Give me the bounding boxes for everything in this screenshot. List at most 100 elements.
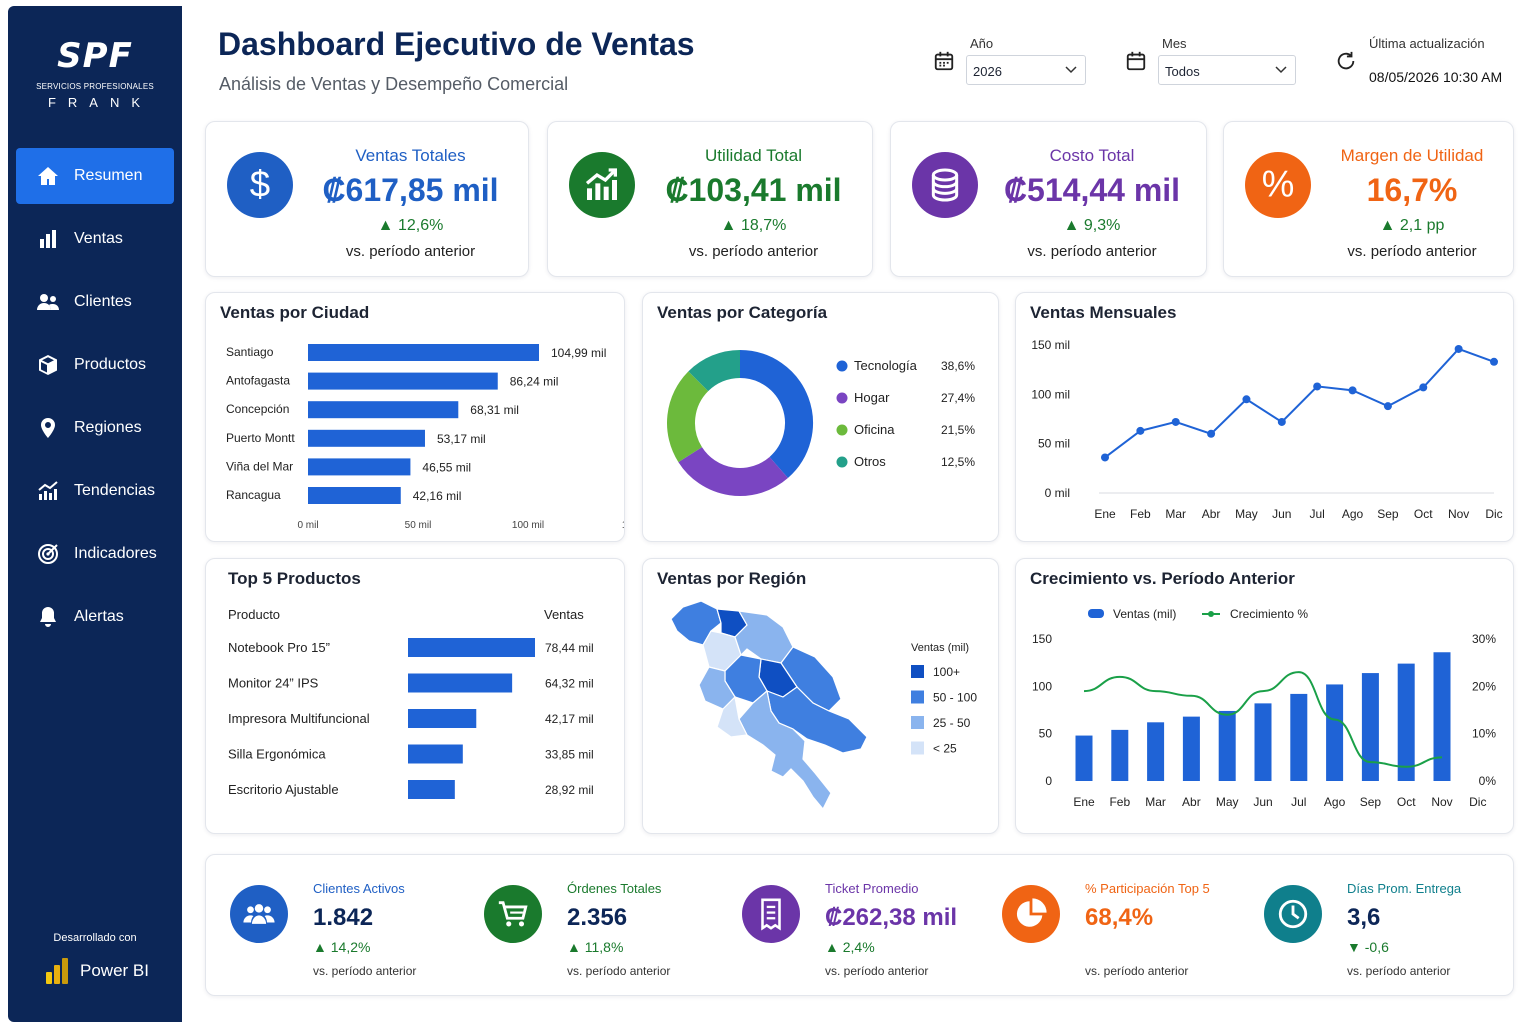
- growth-y2-tick: 20%: [1472, 679, 1496, 693]
- growth-bar[interactable]: [1361, 673, 1379, 781]
- growth-bar[interactable]: [1147, 722, 1165, 781]
- sidebar-item-regiones[interactable]: Regiones: [16, 400, 174, 456]
- kpi-card-2[interactable]: Utilidad Total ₡103,41 mil ▲ 18,7% vs. perí…: [547, 121, 873, 277]
- monthly-point[interactable]: [1242, 395, 1251, 404]
- growth-y-tick: 50: [1039, 727, 1053, 741]
- growth-bar[interactable]: [1290, 693, 1308, 781]
- month-select[interactable]: Todos: [1158, 55, 1296, 85]
- category-legend-value: 21,5%: [941, 423, 975, 437]
- growth-bar[interactable]: [1218, 710, 1236, 781]
- kpi-card-1[interactable]: $ Ventas Totales ₡617,85 mil ▲ 12,6% vs. per…: [205, 121, 529, 277]
- monthly-point[interactable]: [1419, 383, 1428, 392]
- sidebar-item-clientes[interactable]: Clientes: [16, 274, 174, 330]
- kpi-icon-badge: [569, 152, 635, 218]
- city-bar[interactable]: [308, 401, 459, 419]
- product-bar[interactable]: [408, 673, 513, 693]
- bottom-kpi-title: Órdenes Totales: [567, 881, 662, 896]
- monthly-point[interactable]: [1348, 386, 1357, 395]
- brand-logo[interactable]: SPF SERVICIOS PROFESIONALES FRANK: [8, 36, 182, 110]
- product-bar[interactable]: [408, 709, 477, 728]
- region-map: Ventas (mil) 100+ 50 - 100 25 - 50 < 25: [670, 600, 977, 811]
- pie-icon: [1016, 898, 1047, 927]
- monthly-point[interactable]: [1277, 417, 1286, 426]
- growth-x-tick: Mar: [1145, 795, 1166, 809]
- product-value: 78,44 mil: [545, 641, 594, 655]
- region-sales-title: Ventas por Región: [657, 569, 807, 588]
- kpi-card-4[interactable]: % Margen de Utilidad 16,7% ▲ 2,1 pp vs. perí…: [1223, 121, 1514, 277]
- kpi-title: Costo Total: [1049, 146, 1135, 165]
- growth-bar[interactable]: [1111, 729, 1129, 781]
- region-legend-title: Ventas (mil): [911, 642, 969, 654]
- last-update-value: 08/05/2026 10:30 AM: [1369, 69, 1503, 85]
- region-legend-label: 100+: [933, 665, 960, 679]
- kpi-icon-badge: %: [1245, 152, 1311, 218]
- bottom-kpi-icon-badge: [484, 885, 542, 943]
- category-slice-tecnología[interactable]: [739, 350, 813, 479]
- growth-panel: Crecimiento vs. Período Anterior Ventas …: [1015, 558, 1514, 834]
- city-value-label: 53,17 mil: [437, 432, 486, 446]
- product-bar[interactable]: [408, 638, 535, 657]
- growth-bar[interactable]: [1326, 684, 1344, 781]
- monthly-x-tick: Ene: [1094, 507, 1116, 521]
- users-icon: [37, 294, 59, 310]
- sidebar-item-resumen[interactable]: Resumen: [16, 148, 174, 204]
- city-bar[interactable]: [308, 458, 411, 476]
- calendar-icon: [934, 51, 954, 71]
- growth-bar[interactable]: [1397, 663, 1415, 781]
- growth-bar[interactable]: [1254, 703, 1272, 781]
- target-icon: [38, 544, 58, 564]
- monthly-point[interactable]: [1454, 344, 1463, 353]
- kpi-comparison: vs. período anterior: [345, 243, 476, 260]
- monthly-point[interactable]: [1313, 382, 1322, 391]
- category-slice-oficina[interactable]: [667, 371, 709, 463]
- region-area[interactable]: [716, 695, 748, 738]
- city-label: Viña del Mar: [226, 459, 293, 473]
- monthly-y-tick: 150 mil: [1031, 338, 1070, 352]
- sidebar-item-productos[interactable]: Productos: [16, 337, 174, 393]
- refresh-icon[interactable]: [1335, 50, 1357, 72]
- category-slice-hogar[interactable]: [678, 446, 788, 496]
- last-update-label: Última actualización: [1369, 36, 1485, 51]
- receipt-icon: [761, 898, 781, 931]
- growth-x-tick: May: [1216, 795, 1239, 809]
- category-sales-panel: Ventas por Categoría Tecnología 38,6% Hoga…: [642, 292, 999, 542]
- sidebar-item-indicadores[interactable]: Indicadores: [16, 526, 174, 582]
- monthly-sales-title: Ventas Mensuales: [1030, 303, 1177, 322]
- monthly-point[interactable]: [1207, 429, 1216, 438]
- year-select[interactable]: 2026: [966, 55, 1086, 85]
- monthly-point[interactable]: [1490, 357, 1498, 366]
- monthly-point[interactable]: [1101, 453, 1109, 462]
- city-sales-title: Ventas por Ciudad: [220, 303, 370, 322]
- city-bar[interactable]: [308, 487, 401, 504]
- region-legend-swatch: [911, 665, 924, 678]
- sidebar-item-alertas[interactable]: Alertas: [16, 589, 174, 645]
- monthly-x-tick: May: [1235, 507, 1258, 521]
- city-bar[interactable]: [308, 372, 498, 390]
- city-bar[interactable]: [308, 344, 539, 361]
- kpi-comparison: vs. período anterior: [1347, 243, 1477, 260]
- monthly-point[interactable]: [1136, 426, 1145, 435]
- product-bar[interactable]: [408, 744, 463, 764]
- product-name: Impresora Multifuncional: [228, 711, 370, 726]
- page-subtitle: Análisis de Ventas y Desempeño Comercial: [219, 74, 569, 94]
- kpi-card-3[interactable]: Costo Total ₡514,44 mil ▲ 9,3% vs. período …: [890, 121, 1207, 277]
- growth-bar[interactable]: [1433, 652, 1451, 781]
- legend-dot: [836, 392, 848, 404]
- region-area[interactable]: [738, 689, 832, 811]
- region-legend-swatch: [911, 690, 924, 704]
- city-value-label: 42,16 mil: [413, 489, 462, 503]
- map-pin-icon: [41, 418, 55, 438]
- city-bar[interactable]: [308, 429, 425, 447]
- sidebar-item-tendencias[interactable]: Tendencias: [16, 463, 174, 519]
- year-select-value: 2026: [973, 64, 1002, 79]
- product-bar[interactable]: [408, 780, 455, 799]
- svg-text:%: %: [1262, 165, 1295, 205]
- page-title: Dashboard Ejecutivo de Ventas: [218, 26, 695, 62]
- monthly-point[interactable]: [1383, 402, 1392, 411]
- monthly-point[interactable]: [1171, 417, 1180, 426]
- category-slice-otros[interactable]: [688, 350, 741, 392]
- sidebar-item-ventas[interactable]: Ventas: [16, 211, 174, 267]
- bottom-kpi-value: 2.356: [567, 904, 628, 931]
- growth-bar[interactable]: [1182, 716, 1200, 781]
- growth-bar[interactable]: [1075, 735, 1093, 781]
